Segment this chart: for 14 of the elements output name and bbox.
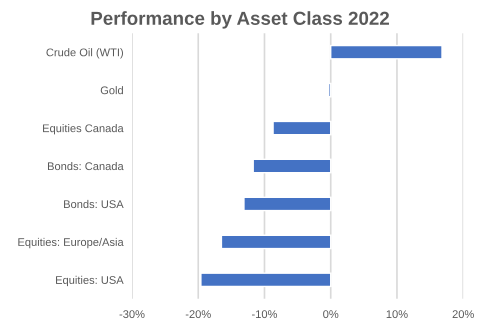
y-tick-label: Equities: Europe/Asia	[18, 238, 124, 248]
y-tick-label: Equities: USA	[56, 276, 124, 286]
y-tick-label: Equities Canada	[43, 124, 124, 134]
x-tick-label: 0%	[323, 310, 338, 318]
x-tick-label: -10%	[252, 310, 278, 318]
x-tick-label: -20%	[186, 310, 211, 318]
y-tick-label: Bonds: USA	[64, 200, 124, 208]
y-tick-label: Crude Oil (WTI)	[46, 48, 123, 58]
x-tick-label: 10%	[386, 310, 408, 318]
chart-title: Performance by Asset Class 2022	[92, 11, 389, 29]
y-tick-label: Bonds: Canada	[48, 162, 124, 170]
x-tick-label: 20%	[452, 310, 474, 318]
x-tick-label: -30%	[120, 310, 145, 318]
y-tick-label: Gold	[100, 86, 123, 94]
